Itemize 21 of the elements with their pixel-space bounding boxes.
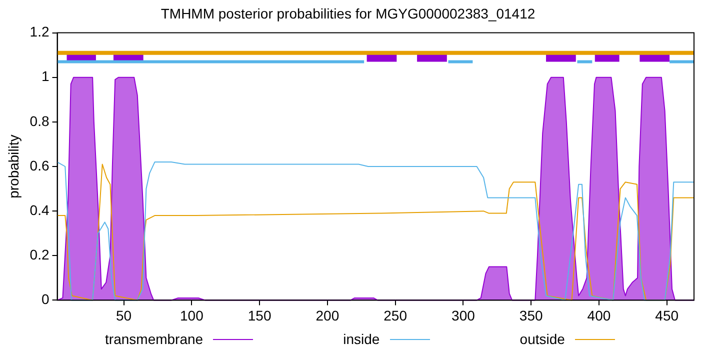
legend-label: outside: [520, 331, 565, 347]
x-tick-label: 300: [452, 307, 476, 324]
legend-label: transmembrane: [105, 331, 204, 347]
y-tick-label: 0.4: [30, 202, 50, 218]
x-tick-label: 100: [180, 307, 204, 324]
x-tick-label: 450: [655, 307, 679, 324]
chart-title: TMHMM posterior probabilities for MGYG000002383_01412: [160, 5, 536, 22]
y-tick-label: 1: [41, 68, 50, 84]
y-tick-label: 0.6: [30, 157, 50, 174]
y-tick-label: 0.2: [30, 246, 50, 262]
x-tick-label: 350: [519, 307, 543, 324]
x-tick-label: 200: [316, 307, 340, 324]
y-axis-title: probability: [5, 134, 22, 198]
x-tick-label: 400: [587, 307, 611, 324]
y-tick-label: 0.8: [30, 112, 50, 129]
x-tick-label: 250: [384, 307, 408, 324]
y-tick-label: 1.2: [30, 24, 50, 40]
legend-label: inside: [343, 331, 380, 347]
x-tick-label: 150: [248, 307, 272, 324]
x-tick-label: 50: [116, 307, 132, 324]
y-tick-label: 0: [41, 291, 50, 308]
